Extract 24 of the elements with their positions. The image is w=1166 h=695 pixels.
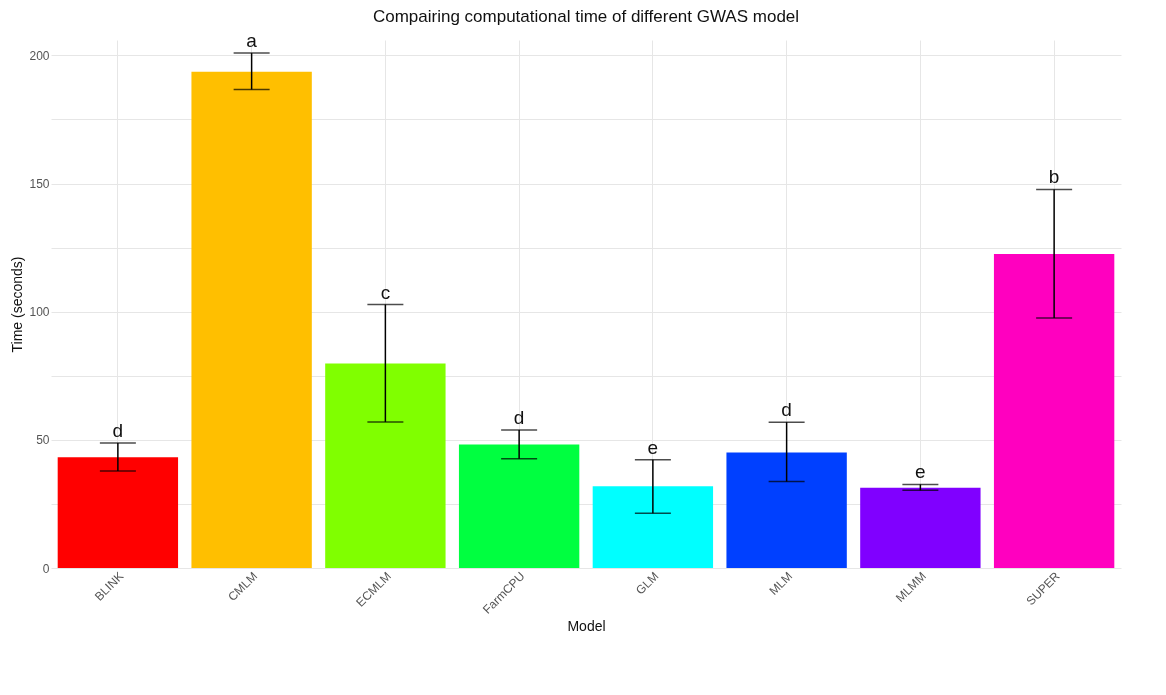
annotation: e	[647, 436, 659, 458]
bar	[860, 487, 981, 568]
annotation: e	[915, 461, 926, 483]
annotation: a	[246, 30, 258, 52]
y-axis-title: Time (seconds)	[9, 256, 26, 353]
y-tick-label: 100	[29, 305, 50, 320]
chart-title: Compairing computational time of different GWAS model	[372, 7, 800, 27]
y-tick-label: 0	[42, 561, 50, 576]
x-axis-title: Model	[567, 617, 606, 634]
bar	[325, 363, 446, 568]
bar	[993, 254, 1115, 568]
annotation: c	[380, 281, 391, 303]
bar	[592, 486, 714, 568]
annotation: d	[781, 399, 792, 421]
bar	[726, 452, 847, 568]
y-tick-label: 50	[36, 433, 50, 448]
annotation: d	[112, 419, 124, 441]
bar	[458, 444, 580, 568]
bar	[57, 457, 179, 568]
y-tick-label: 200	[29, 48, 50, 63]
annotation: b	[1048, 166, 1060, 188]
y-tick-label: 150	[29, 177, 50, 192]
annotation: d	[513, 407, 525, 429]
bar	[191, 71, 312, 568]
